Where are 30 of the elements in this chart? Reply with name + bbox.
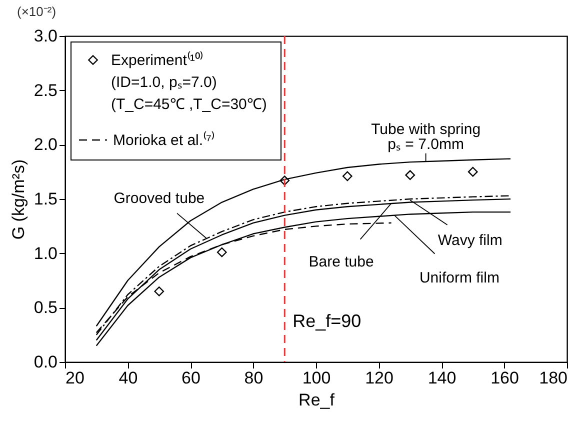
legend-label: Experiment⁽¹⁰⁾ xyxy=(111,51,203,69)
y-tick-label: 1.0 xyxy=(34,244,58,263)
text: (×10⁻²) xyxy=(17,4,56,19)
x-axis-title: Re_f xyxy=(298,390,335,410)
x-tick-label: 20 xyxy=(66,368,84,388)
y-tick-label: 2.5 xyxy=(34,80,58,100)
y-tick-label: 0.0 xyxy=(34,352,58,372)
y-tick-label: 3.0 xyxy=(34,26,58,46)
x-tick-label: 80 xyxy=(244,368,264,388)
annotation: Uniform film xyxy=(419,269,500,286)
x-tick-label: 120 xyxy=(365,368,394,388)
annotation: Grooved tube xyxy=(114,190,205,208)
legend-label: Morioka et al.⁽⁷⁾ xyxy=(113,131,214,149)
x-tick-label: 40 xyxy=(118,368,138,388)
annotation: pₛ = 7.0mm xyxy=(388,136,464,153)
x-tick-label: 60 xyxy=(182,368,200,388)
y-tick-label: 0.5 xyxy=(34,298,58,318)
x-tick-label: 140 xyxy=(428,368,456,388)
annotation: Tube with spring xyxy=(371,120,481,138)
y-axis-title: G (kg/m²s) xyxy=(8,159,28,240)
annotation: Bare tube xyxy=(308,253,374,270)
y-tick-label: 1.5 xyxy=(34,190,58,208)
annotation: Wavy film xyxy=(438,232,502,250)
x-tick-label: 180 xyxy=(539,368,568,388)
annotation: (ID=1.0, pₛ=7.0) xyxy=(111,74,217,91)
x-tick-label: 100 xyxy=(302,368,331,388)
y-tick-label: 2.0 xyxy=(34,135,58,154)
annotation: (T_C=45℃ ,T_C=30℃) xyxy=(111,96,267,113)
x-tick-label: 160 xyxy=(490,368,519,388)
ref-line-label: Re_f=90 xyxy=(292,311,362,331)
